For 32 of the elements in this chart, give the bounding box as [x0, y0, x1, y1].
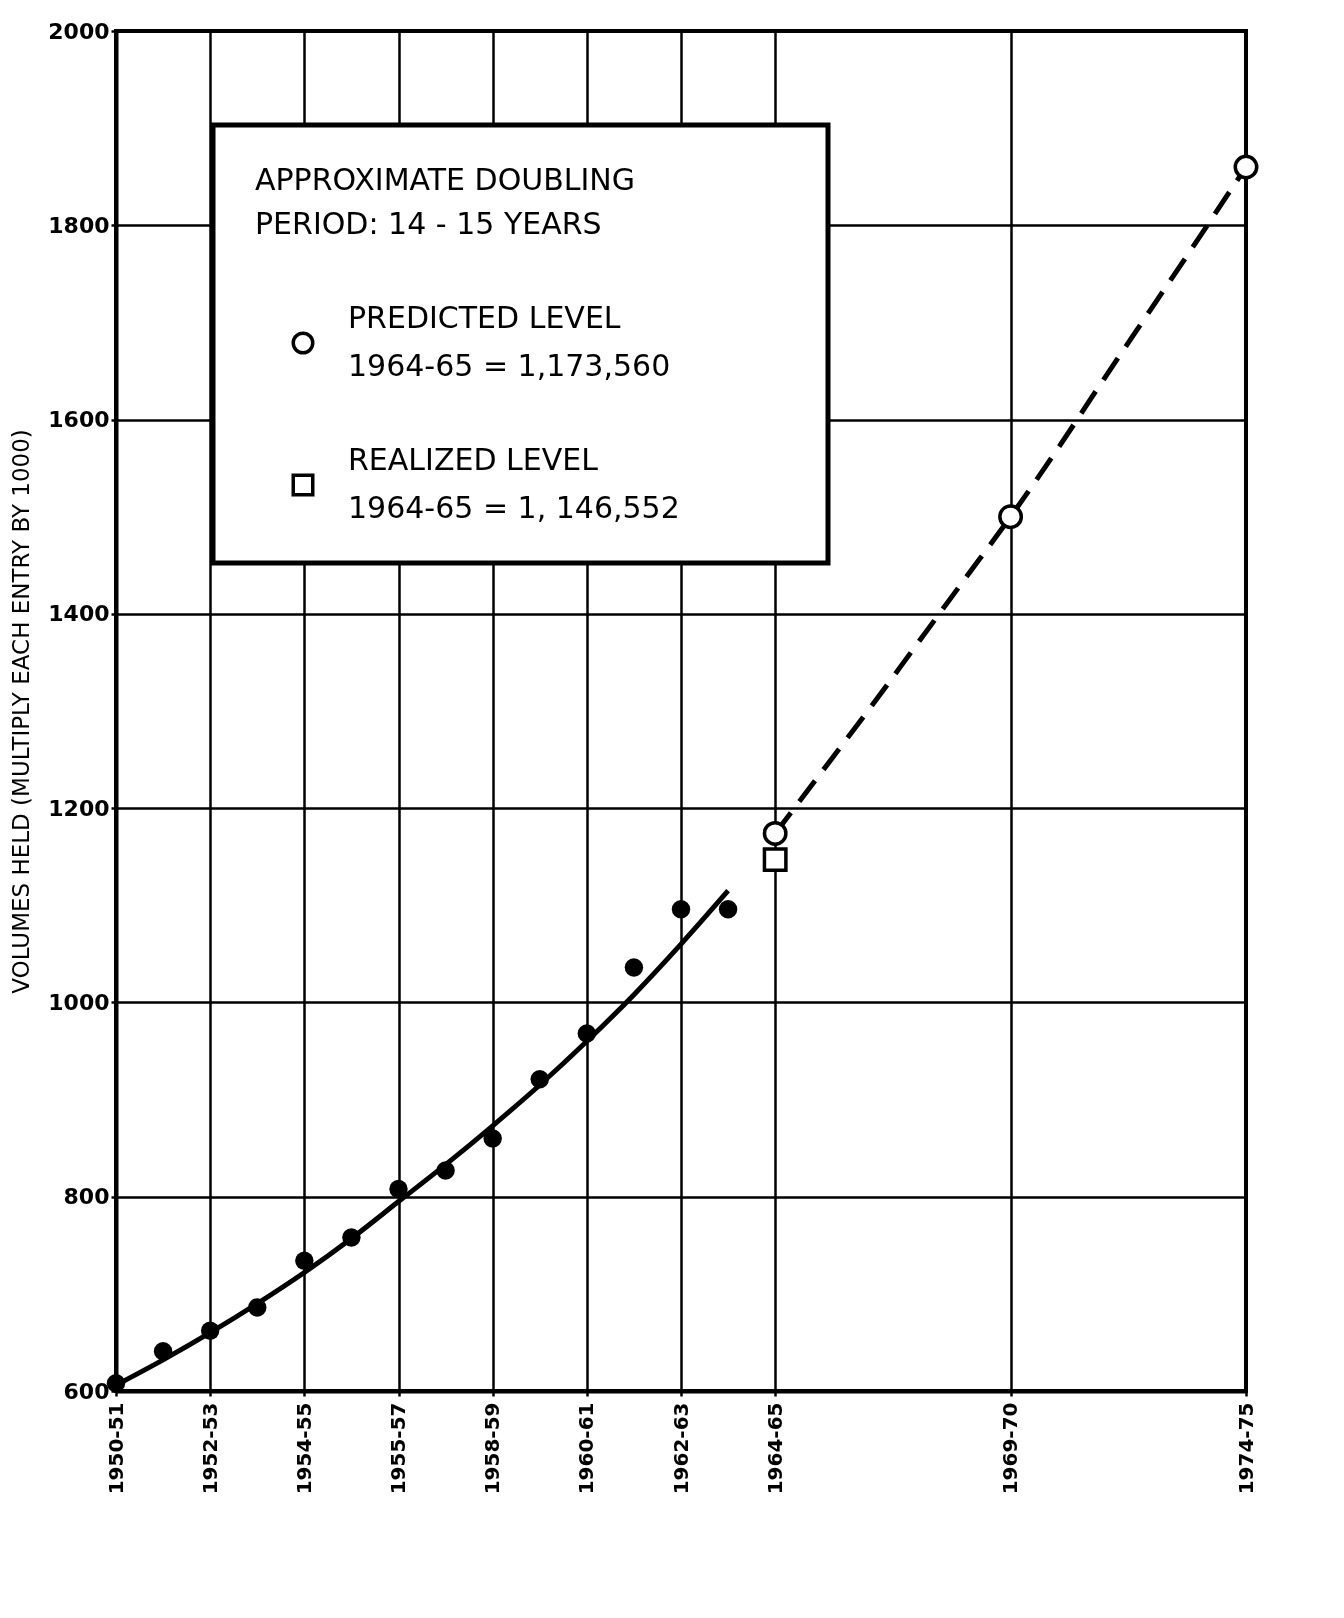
y-tick-label: 800 [63, 1184, 110, 1210]
point [295, 1251, 314, 1271]
point [762, 847, 788, 873]
x-tick-label: 1962-63 [668, 1402, 693, 1495]
y-tick-label: 600 [63, 1378, 110, 1404]
y-tick-label: 1600 [48, 407, 110, 433]
x-tick-label: 1955-57 [386, 1402, 410, 1495]
point [762, 820, 788, 846]
point [624, 958, 644, 977]
y-tick-label: 1200 [48, 795, 110, 821]
point [671, 899, 691, 919]
x-tick-label: 1969-70 [998, 1402, 1023, 1495]
x-tick-label: 1958-59 [480, 1402, 505, 1495]
x-tick-label: 1974-75 [1233, 1402, 1258, 1495]
x-tick-label: 1954-55 [291, 1402, 316, 1495]
y-tick-label: 1800 [48, 212, 110, 238]
point [718, 899, 738, 919]
legend-label: PREDICTED LEVEL 1964-65 = 1,173,560 [348, 300, 671, 383]
x-tick-label: 1950-51 [103, 1402, 128, 1495]
point [389, 1179, 408, 1199]
legend-label: REALIZED LEVEL 1964-65 = 1, 146,552 [348, 442, 680, 525]
y-tick-label: 1400 [48, 601, 110, 627]
x-tick-label: 1960-61 [574, 1402, 599, 1495]
y-tick-label: 2000 [48, 18, 110, 44]
point [483, 1129, 502, 1148]
y-tick-label: 1000 [48, 989, 110, 1015]
point [1233, 154, 1259, 180]
legend-title: APPROXIMATE DOUBLING PERIOD: 14 - 15 YEARS [255, 162, 636, 241]
y-axis-title: VOLUMES HELD (MULTIPLY EACH ENTRY BY 1000) [8, 429, 35, 994]
x-tick-label: 1952-53 [197, 1402, 222, 1495]
point [998, 504, 1024, 530]
x-tick-label: 1964-65 [762, 1402, 787, 1495]
